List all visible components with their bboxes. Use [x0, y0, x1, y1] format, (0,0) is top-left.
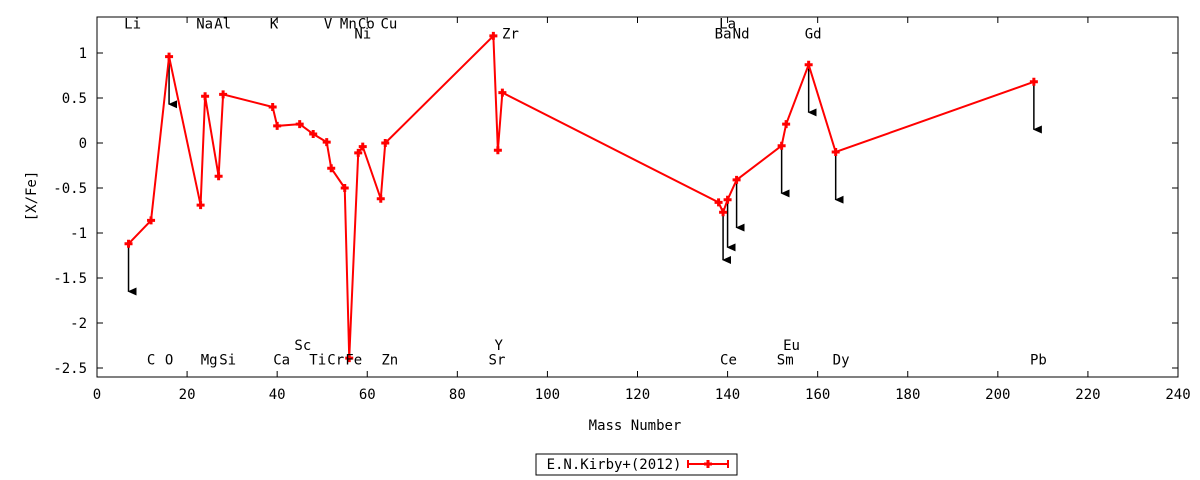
data-point [214, 172, 223, 181]
y-tick-label: -2 [70, 316, 87, 332]
y-tick-label: -1 [70, 226, 87, 242]
data-point [723, 195, 732, 204]
x-tick-label: 20 [179, 387, 196, 403]
y-tick-label: -2.5 [53, 361, 87, 377]
data-point [804, 60, 813, 69]
data-point [1029, 77, 1038, 86]
y-tick-label: 1 [79, 46, 87, 62]
element-label: Co [358, 17, 375, 33]
y-tick-label: -0.5 [53, 181, 87, 197]
data-point [354, 148, 363, 157]
element-label: Sm [777, 352, 794, 368]
element-label: Cu [380, 17, 397, 33]
tick-marks [96, 17, 1179, 377]
x-tick-label: 140 [715, 387, 740, 403]
element-label: Pb [1030, 352, 1047, 368]
data-point [327, 164, 336, 173]
element-label: Y [495, 338, 504, 354]
element-label: Li [124, 17, 141, 33]
element-label: Sr [489, 352, 506, 368]
data-point [498, 88, 507, 97]
element-label: Ti [309, 352, 326, 368]
element-label: Si [219, 352, 236, 368]
data-point [358, 142, 367, 151]
element-label: Dy [833, 352, 850, 368]
data-point [147, 216, 156, 225]
x-tick-label: 60 [359, 387, 376, 403]
element-label: V [324, 17, 333, 33]
data-point [777, 141, 786, 150]
series-group [124, 31, 1038, 363]
data-point [295, 120, 304, 129]
data-point [322, 138, 331, 147]
element-label: Cr [327, 352, 344, 368]
data-point [201, 92, 210, 101]
legend-label: E.N.Kirby+(2012) [547, 457, 682, 473]
element-label: Zn [381, 352, 398, 368]
element-label: Zr [502, 27, 519, 43]
legend-box [535, 453, 738, 476]
data-point [340, 184, 349, 192]
x-tick-label: 240 [1165, 387, 1190, 403]
upper-limit-arrows [127, 56, 1042, 296]
element-label: Nd [733, 27, 750, 43]
element-label: Ni [354, 27, 371, 43]
element-label: La [719, 17, 736, 33]
x-axis-label: Mass Number [589, 418, 682, 434]
x-tick-label: 160 [805, 387, 830, 403]
element-label: Mn [340, 17, 357, 33]
x-tick-label: 80 [449, 387, 466, 403]
data-point [273, 121, 282, 130]
x-tick-label: 220 [1075, 387, 1100, 403]
element-label: O [165, 352, 173, 368]
element-label: Ca [273, 352, 290, 368]
series-line [127, 33, 1035, 359]
data-point [124, 239, 133, 248]
legend-marker [704, 460, 712, 468]
x-tick-label: 180 [895, 387, 920, 403]
x-tick-label: 0 [93, 387, 101, 403]
data-point [732, 175, 741, 184]
plot-frame [96, 16, 1179, 378]
element-label: Ce [720, 352, 737, 368]
element-label: C [147, 352, 155, 368]
x-tick-label: 100 [535, 387, 560, 403]
axes [96, 16, 1179, 378]
data-point [831, 148, 840, 156]
data-point [268, 103, 277, 111]
tick-labels: 0 20 40 60 80 100 120 140 160 180 200 220 240 -2.5 -2 -… [53, 46, 1190, 403]
y-axis-label: [X/Fe] [24, 171, 40, 222]
data-point [782, 120, 791, 129]
element-label: Gd [805, 27, 822, 43]
data-point [381, 139, 390, 147]
element-label: Fe [345, 352, 362, 368]
element-label: Na [196, 17, 213, 33]
data-point [345, 354, 354, 363]
data-point [376, 194, 385, 203]
x-tick-label: 120 [625, 387, 650, 403]
element-label: Mg [201, 352, 218, 368]
y-tick-label: -1.5 [53, 271, 87, 287]
data-point [165, 52, 174, 61]
data-point [714, 198, 723, 207]
element-label: Eu [783, 338, 800, 354]
x-tick-label: 200 [985, 387, 1010, 403]
x-tick-label: 40 [269, 387, 286, 403]
data-point [219, 90, 228, 99]
data-point [196, 201, 205, 210]
legend: E.N.Kirby+(2012) [535, 453, 738, 476]
element-label: Sc [294, 338, 311, 354]
data-point [309, 130, 318, 138]
element-label: K [270, 17, 279, 33]
data-point [489, 31, 498, 40]
element-label: Al [214, 17, 231, 33]
data-point [719, 208, 728, 217]
data-point [493, 146, 502, 155]
element-label: Ba [715, 27, 732, 43]
y-tick-label: 0 [79, 136, 87, 152]
y-tick-label: 0.5 [62, 91, 87, 107]
